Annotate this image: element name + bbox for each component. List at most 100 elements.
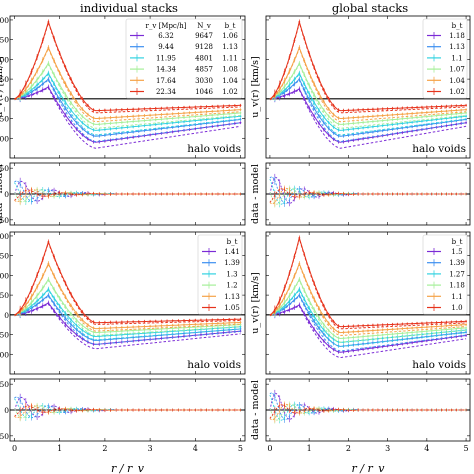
data-point [278,299,281,301]
data-point [460,331,463,334]
data-point [171,324,174,327]
data-point [211,322,214,325]
data-point [347,336,350,339]
data-point [109,128,112,130]
data-point [70,115,72,117]
data-point [425,123,428,126]
series-model-line [269,62,467,129]
data-point [160,337,163,340]
data-point [75,328,78,331]
data-point [166,127,168,129]
legend-entry: 1.39 [224,259,240,267]
data-point [109,334,112,337]
series-model-line [269,79,467,143]
data-point [154,107,157,110]
series-model-line [269,73,467,136]
data-point [347,325,350,328]
series-model-line [14,289,241,341]
data-point [58,52,61,55]
data-point [450,109,453,112]
x-tick-label: 4 [193,444,198,453]
data-point [421,326,423,329]
data-point [411,322,414,325]
data-point [435,332,438,334]
data-point [362,348,364,351]
data-point [386,124,389,126]
data-point [381,345,384,348]
data-point [41,78,44,81]
x-tick-label: 0 [12,444,17,453]
data-point [435,114,438,117]
data-point [177,319,180,322]
data-point [298,21,301,23]
legend-entry: 4801 [195,54,213,62]
data-point [465,118,467,121]
data-point [81,108,84,110]
data-point [391,333,394,335]
data-point [36,307,39,310]
data-point [362,330,364,333]
data-point [126,333,129,336]
data-point [401,327,404,330]
data-point [342,337,345,340]
y-tick-label: 00 [0,55,9,64]
data-point [435,329,438,332]
legend: b_t 1.5 1.39 1.27 1.18 1.1 1.0 [422,234,468,315]
data-point [205,118,208,121]
data-point [58,316,61,319]
data-point [205,105,208,108]
data-point [411,337,414,340]
x-tick-label: 1 [307,444,312,453]
data-point [381,323,384,326]
data-point [64,93,67,96]
data-point [465,112,467,114]
data-point [109,116,112,119]
data-point [53,88,55,91]
plot-area [269,19,467,149]
data-point [381,114,384,117]
data-point [171,130,174,133]
y-tick-label: 50 [0,115,9,124]
data-point [460,112,463,115]
data-point [222,116,225,119]
data-point [132,108,135,111]
series-model-line [14,73,241,136]
y-tick-label: 50 [0,331,9,340]
data-point [435,325,438,328]
legend-entry: 9.44 [158,43,174,51]
x-tick-label: 3 [385,444,390,453]
data-point [126,126,129,129]
data-point [160,334,163,337]
data-point [222,120,225,123]
data-point [183,106,185,109]
data-point [337,337,340,339]
data-point [177,106,180,109]
data-point [149,331,151,334]
data-point [293,58,296,61]
y-tick-label: 0 [4,406,9,415]
data-point [455,109,458,112]
data-point [357,116,360,119]
data-point [120,116,123,118]
data-point [357,336,360,338]
data-point [64,295,67,298]
data-point [160,320,163,323]
data-point [337,109,340,111]
data-point [64,312,67,315]
data-point [411,327,414,329]
data-point [233,112,236,115]
panel-top-right-main: u_v(r) [km/s] halo voids b_t 1.18 1.13 1.1 1.0… [250,15,471,159]
data-point [401,332,404,335]
data-point [342,351,345,353]
data-point [75,88,78,91]
data-point [318,294,320,297]
data-point [132,320,135,323]
data-point [327,313,330,316]
y-tick-label: 50 [0,252,9,261]
data-point [283,88,286,91]
data-point [188,319,191,322]
data-point [357,127,360,130]
plot-area [269,173,467,208]
